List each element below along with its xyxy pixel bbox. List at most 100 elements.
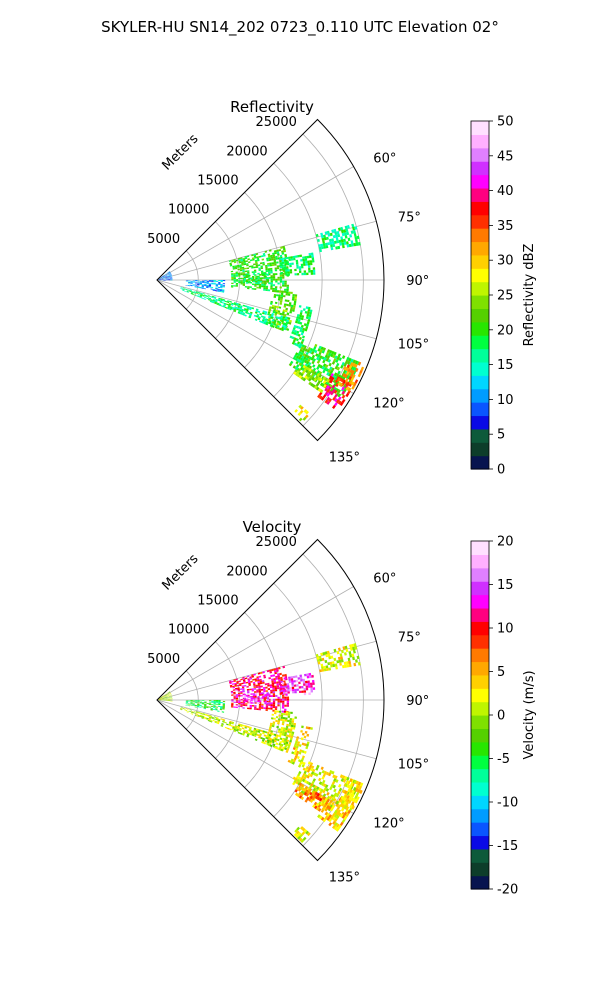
reflectivity-radar-gate: [302, 364, 306, 369]
velocity-radar-gate: [243, 680, 246, 683]
velocity-radar-gate: [188, 701, 191, 703]
velocity-radar-gate: [316, 764, 320, 769]
reflectivity-radar-gate: [182, 289, 185, 292]
reflectivity-radar-gate: [284, 263, 287, 266]
reflectivity-radar-gate: [227, 300, 230, 302]
reflectivity-radar-gate: [334, 402, 338, 407]
velocity-azimuth-tick-label: 120°: [373, 817, 404, 832]
reflectivity-radar-gate: [193, 291, 197, 293]
reflectivity-echo-region-5: [264, 290, 298, 332]
velocity-radar-gate: [242, 679, 246, 682]
reflectivity-radar-gate: [289, 335, 293, 339]
velocity-radar-gate: [282, 700, 285, 703]
velocity-radar-gate: [220, 706, 223, 708]
velocity-radar-gate: [280, 716, 283, 719]
velocity-radar-gate: [258, 706, 262, 709]
reflectivity-radar-gate: [229, 263, 233, 266]
reflectivity-radar-gate: [323, 357, 327, 361]
reflectivity-radar-gate: [208, 297, 212, 300]
velocity-radar-gate: [308, 782, 312, 786]
velocity-radar-gate: [265, 736, 268, 740]
reflectivity-radar-gate: [335, 237, 339, 241]
velocity-radar-gate: [158, 699, 161, 700]
reflectivity-radar-gate: [269, 324, 273, 328]
reflectivity-radar-gate: [263, 321, 267, 325]
velocity-radar-gate: [247, 679, 251, 682]
reflectivity-radar-gate: [314, 343, 318, 348]
figure-title: SKYLER-HU SN14_202 0723_0.110 UTC Elevat…: [101, 18, 499, 37]
reflectivity-radar-gate: [265, 287, 268, 290]
velocity-radar-gate: [167, 696, 170, 698]
velocity-radar-gate: [189, 709, 192, 711]
reflectivity-radar-gate: [323, 237, 327, 241]
reflectivity-radar-gate: [258, 316, 261, 319]
velocity-radar-gate: [160, 698, 163, 699]
velocity-radar-gate: [278, 679, 281, 682]
velocity-radar-gate: [344, 783, 348, 788]
velocity-radar-gate: [295, 745, 299, 749]
velocity-radar-gate: [160, 697, 163, 699]
reflectivity-radar-gate: [160, 277, 163, 279]
velocity-radar-gate: [275, 716, 279, 719]
reflectivity-radar-gate: [312, 269, 316, 273]
reflectivity-radar-gate: [279, 286, 282, 289]
velocity-radar-gate: [282, 685, 285, 688]
reflectivity-radar-gate: [166, 274, 170, 276]
velocity-echo-region-12: [293, 826, 311, 843]
velocity-radar-gate: [351, 790, 355, 795]
reflectivity-radar-gate: [242, 284, 245, 286]
reflectivity-echo-region-6: [289, 305, 313, 348]
velocity-radar-gate: [217, 720, 220, 723]
velocity-radar-gate: [324, 801, 329, 806]
reflectivity-radar-gate: [170, 278, 173, 279]
reflectivity-radar-gate: [230, 306, 233, 309]
velocity-radar-gate: [305, 726, 309, 730]
reflectivity-radar-gate: [190, 281, 193, 282]
reflectivity-radar-gate: [328, 398, 333, 403]
velocity-radar-gate: [182, 707, 186, 709]
velocity-radar-gate: [337, 790, 341, 795]
velocity-radar-gate: [342, 797, 347, 802]
reflectivity-radar-gate: [281, 261, 285, 264]
velocity-radar-gate: [238, 723, 241, 726]
velocity-radar-gate: [302, 761, 306, 766]
reflectivity-radar-gate: [233, 274, 236, 276]
reflectivity-radar-gate: [312, 384, 316, 388]
velocity-radar-gate: [343, 801, 347, 806]
reflectivity-radar-gate: [278, 258, 282, 261]
reflectivity-radar-gate: [311, 254, 314, 258]
velocity-radar-gate: [169, 693, 172, 695]
reflectivity-radar-gate: [239, 312, 243, 315]
reflectivity-radar-gate: [291, 331, 295, 335]
velocity-radar-gate: [214, 720, 218, 723]
reflectivity-radar-gate: [185, 285, 188, 286]
reflectivity-radar-gate: [322, 369, 326, 374]
reflectivity-radar-gate: [192, 294, 196, 296]
reflectivity-radar-gate: [300, 332, 304, 336]
reflectivity-radar-gate: [294, 366, 298, 370]
reflectivity-echo-region-7: [180, 286, 290, 331]
velocity-radar-gate: [229, 728, 232, 731]
reflectivity-radar-gate: [222, 305, 226, 308]
velocity-radar-gate: [311, 780, 315, 785]
velocity-radar-gate: [261, 741, 264, 744]
velocity-radar-gate: [215, 703, 219, 705]
reflectivity-radar-gate: [167, 275, 170, 277]
reflectivity-radar-gate: [336, 231, 340, 235]
velocity-radar-gate: [273, 678, 276, 681]
velocity-radar-gate: [204, 704, 207, 706]
reflectivity-radar-gate: [162, 275, 165, 277]
reflectivity-radar-gate: [264, 272, 267, 275]
reflectivity-radar-gate: [298, 305, 302, 308]
velocity-radar-gate: [258, 736, 261, 739]
velocity-radar-gate: [253, 673, 256, 676]
velocity-radar-gate: [261, 739, 265, 742]
velocity-radar-gate: [295, 830, 300, 835]
reflectivity-radar-gate: [248, 314, 252, 317]
reflectivity-radar-gate: [270, 284, 273, 287]
velocity-radar-gate: [273, 668, 277, 671]
velocity-radar-gate: [255, 684, 259, 687]
velocity-radar-gate: [304, 779, 308, 784]
reflectivity-radar-gate: [291, 262, 294, 265]
